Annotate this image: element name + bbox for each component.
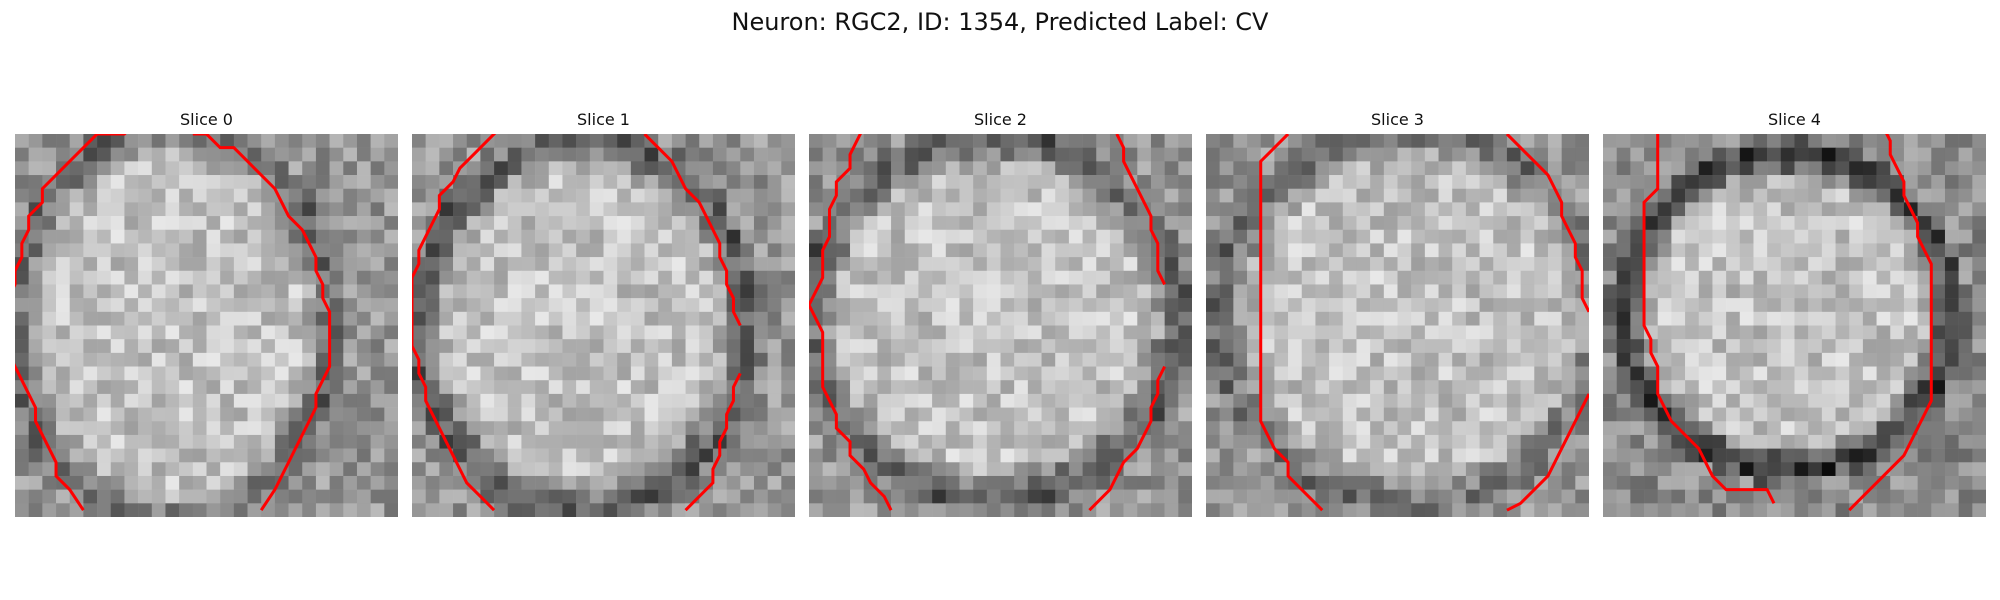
contour-line (1848, 134, 1933, 512)
slice-title: Slice 1 (577, 110, 630, 129)
contour-line (192, 134, 332, 511)
contour-line (1506, 393, 1589, 512)
contour-line (1505, 134, 1589, 313)
grayscale-pixels (809, 134, 1192, 517)
contour-line (684, 372, 742, 512)
slice-title: Slice 0 (180, 110, 233, 129)
contour-line (1259, 134, 1324, 512)
contour-line (15, 134, 127, 511)
slice-title: Slice 3 (1371, 110, 1424, 129)
figure-title: Neuron: RGC2, ID: 1354, Predicted Label:… (731, 8, 1269, 36)
contour-line (809, 134, 893, 511)
red-contours (1642, 134, 1933, 512)
red-contours (412, 134, 742, 512)
grayscale-pixels (412, 134, 795, 517)
contour-line (1088, 365, 1166, 512)
slice-title: Slice 2 (974, 110, 1027, 129)
grayscale-pixels (1603, 134, 1986, 517)
red-contours (15, 134, 332, 511)
contour-line (1115, 134, 1166, 286)
contour-line (643, 134, 742, 327)
slice-image-2 (809, 134, 1192, 517)
slice-image-4 (1603, 134, 1986, 517)
red-contours (1259, 134, 1589, 512)
grayscale-pixels (1206, 134, 1589, 517)
red-contours (809, 134, 1166, 512)
slice-image-3 (1206, 134, 1589, 517)
slice-title: Slice 4 (1768, 110, 1821, 129)
slice-image-0 (15, 134, 398, 517)
slice-image-1 (412, 134, 795, 517)
contour-line (1642, 134, 1776, 504)
grayscale-pixels (15, 134, 398, 517)
contour-line (412, 134, 497, 512)
